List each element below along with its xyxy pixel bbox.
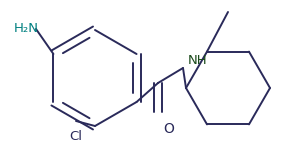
Text: Cl: Cl xyxy=(69,130,82,143)
Text: NH: NH xyxy=(188,54,208,67)
Text: H₂N: H₂N xyxy=(14,22,39,35)
Text: O: O xyxy=(163,122,174,136)
